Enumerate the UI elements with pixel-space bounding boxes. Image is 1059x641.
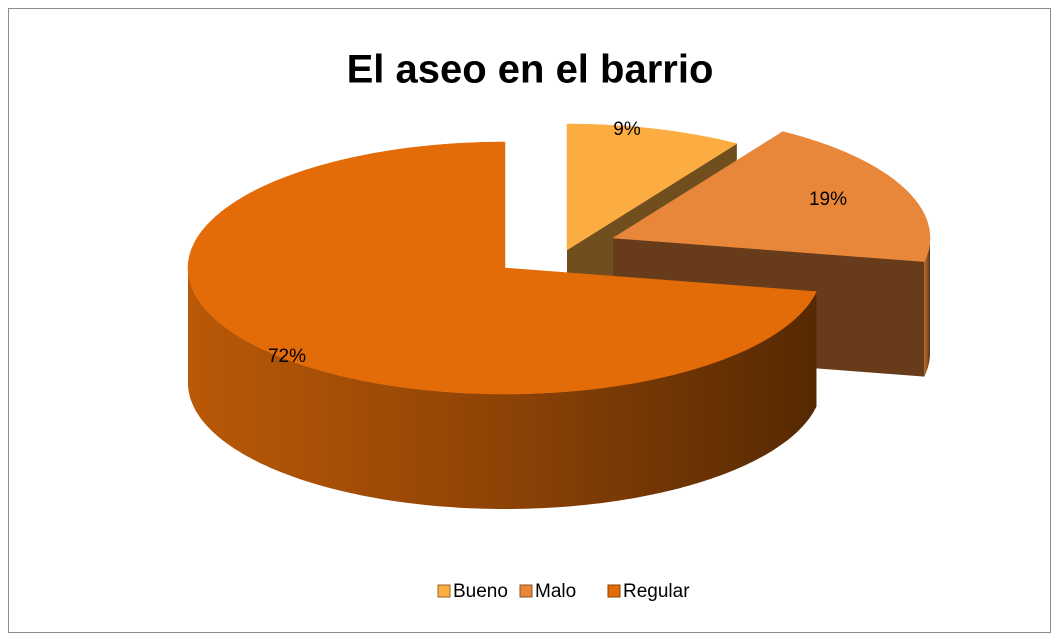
data-label: 72% <box>268 346 306 367</box>
legend-marker <box>519 584 533 598</box>
data-label: 19% <box>809 189 847 210</box>
legend-label: Bueno <box>453 581 508 602</box>
slice-side <box>924 238 930 377</box>
legend-marker <box>437 584 451 598</box>
legend-label: Regular <box>623 581 690 602</box>
slice <box>566 123 738 251</box>
slice: 72% <box>187 141 817 509</box>
legend-label: Malo <box>535 581 576 602</box>
legend-marker <box>607 584 621 598</box>
slice-side <box>188 268 817 509</box>
pie: 9% 19% 72% <box>187 119 931 509</box>
legend: Bueno Malo Regular <box>437 581 690 602</box>
data-label: 9% <box>613 119 641 140</box>
slice <box>187 141 817 395</box>
chart-title: El aseo en el barrio <box>347 48 714 92</box>
slice <box>612 131 931 262</box>
